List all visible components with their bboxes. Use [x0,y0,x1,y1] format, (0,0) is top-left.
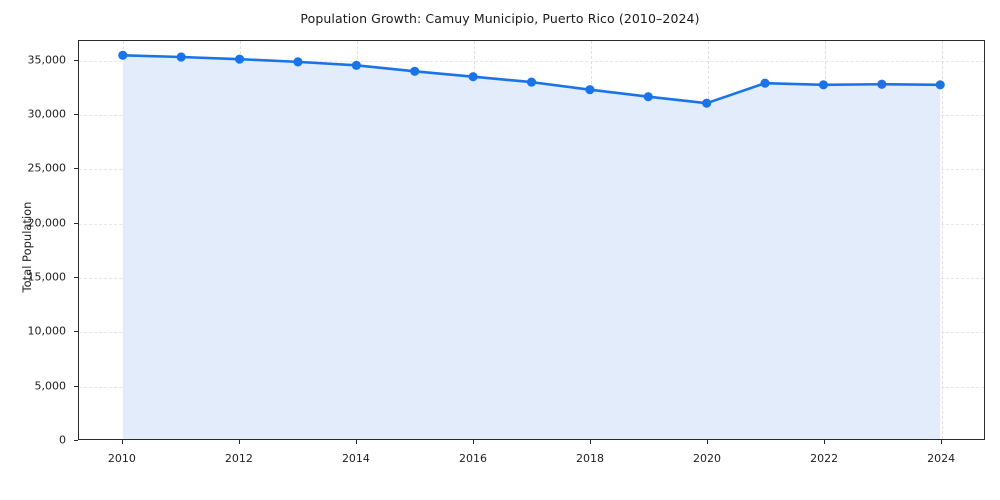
x-axis-tick-mark [707,440,709,444]
y-axis-tick-mark [74,113,78,115]
data-point-marker[interactable] [410,66,420,76]
y-axis-tick-mark [74,59,78,61]
data-point-marker[interactable] [585,85,595,95]
y-axis-tick-label: 10,000 [27,324,67,338]
x-axis-tick-mark [824,440,826,444]
y-axis-tick-mark [74,168,78,170]
y-axis-tick-label: 5,000 [34,379,67,393]
y-axis-tick-label: 35,000 [27,53,67,67]
data-point-marker[interactable] [818,80,829,90]
x-axis-tick-mark [590,440,592,444]
data-point-marker[interactable] [351,60,361,70]
data-point-marker[interactable] [643,92,653,102]
x-axis-tick-mark [238,440,240,444]
data-point-marker[interactable] [293,57,303,67]
y-axis-tick-label: 20,000 [27,216,67,230]
x-axis-tick-label: 2014 [341,452,370,465]
y-axis-tick-mark [74,222,78,224]
area-fill [122,55,941,439]
x-axis-tick-label: 2024 [927,452,956,465]
data-point-marker[interactable] [702,98,712,108]
y-axis-tick-mark [74,331,78,333]
x-axis-tick-label: 2022 [810,452,839,465]
x-axis-tick-mark [121,440,123,444]
y-axis-tick-label: 15,000 [27,270,67,284]
data-point-marker[interactable] [935,80,945,90]
y-axis-tick-mark [74,385,78,387]
data-point-marker[interactable] [118,50,128,60]
data-point-marker[interactable] [760,78,770,88]
data-point-marker[interactable] [877,79,887,89]
x-axis-tick-label: 2020 [693,452,722,465]
x-axis-tick-mark [941,440,943,444]
data-point-marker[interactable] [176,52,186,62]
x-axis-tick-label: 2016 [458,452,487,465]
data-point-marker[interactable] [526,77,537,87]
y-axis-tick-label: 0 [59,433,66,447]
x-axis-tick-label: 2012 [224,452,253,465]
gridline-horizontal [79,60,984,62]
data-point-marker[interactable] [468,72,478,82]
gridline-vertical [942,41,944,439]
data-point-marker[interactable] [234,54,245,64]
y-axis-tick-mark [74,440,78,441]
y-axis-tick-label: 25,000 [27,161,67,175]
series-line-area [118,50,945,439]
x-axis-tick-label: 2018 [576,452,605,465]
x-axis-tick-mark [355,440,357,444]
plot-area [78,40,985,440]
chart-title: Population Growth: Camuy Municipio, Puer… [300,11,700,26]
x-axis-tick-label: 2010 [107,452,136,465]
y-axis-tick-mark [74,276,78,278]
x-axis-tick-mark [472,440,474,444]
y-axis-tick-label: 30,000 [27,107,67,121]
